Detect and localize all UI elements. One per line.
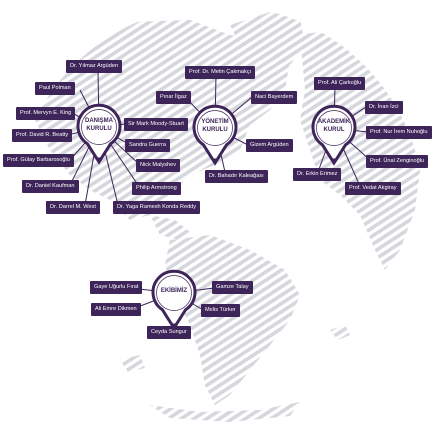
akademik-member-4[interactable]: Prof. Ünal Zenginoğlu xyxy=(366,155,429,168)
yonetim-title-line1: YÖNETİM xyxy=(201,119,229,125)
akademik-member-3[interactable]: Prof. Nur İrem Nuhoğlu xyxy=(366,126,432,139)
danisma-member-6[interactable]: Dr. Daniel Kaufman xyxy=(22,180,79,193)
danisma-member-3[interactable]: Prof. Mervyn E. King xyxy=(16,107,76,120)
yonetim-pin[interactable]: YÖNETİM KURULU xyxy=(194,108,236,152)
danisma-member-10[interactable]: Nick Malyshev xyxy=(136,159,181,172)
akademik-member-6[interactable]: Dr. Erkin Erimez xyxy=(293,168,342,181)
ekibimiz-member-2[interactable]: Gamze Talay xyxy=(212,281,253,294)
danisma-member-9[interactable]: Philip Armstrong xyxy=(132,182,181,195)
danisma-pin[interactable]: DANIŞMA KURULU xyxy=(78,107,120,151)
akademik-member-1[interactable]: Prof. Ali Çarkoğlu xyxy=(314,77,366,90)
akademik-member-2[interactable]: Dr. İnan İzci xyxy=(365,101,403,114)
danisma-title-line2: KURULU xyxy=(86,125,112,132)
yonetim-member-1[interactable]: Prof. Dr. Metin Çakmakçı xyxy=(185,66,256,79)
danisma-member-12[interactable]: Sir Mark Moody-Stuart xyxy=(124,118,188,131)
yonetim-marker-icon xyxy=(192,104,238,166)
ekibimiz-title-line1: EKİBİMİZ xyxy=(160,288,188,294)
ekibimiz-pin[interactable]: EKİBİMİZ xyxy=(153,274,195,318)
akademik-marker-icon xyxy=(311,104,357,166)
akademik-member-5[interactable]: Prof. Vedat Akgiray xyxy=(345,182,401,195)
danisma-member-1[interactable]: Dr. Yılmaz Argüden xyxy=(66,60,123,73)
danisma-marker-icon xyxy=(76,103,122,165)
akademik-title-line1: AKADEMİK xyxy=(317,119,351,125)
yonetim-member-2[interactable]: Pınar İlgaz xyxy=(156,91,191,104)
pin-markers xyxy=(76,103,357,331)
danisma-member-7[interactable]: Dr. Darrel M. West xyxy=(46,201,100,214)
yonetim-member-3[interactable]: Naci Bayerdem xyxy=(251,91,298,104)
danisma-member-5[interactable]: Prof. Gülay Barbarosoğlu xyxy=(3,154,74,167)
danisma-member-2[interactable]: Paul Polman xyxy=(35,82,75,95)
ekibimiz-marker-icon xyxy=(151,269,197,331)
danisma-member-8[interactable]: Dr. Yaga Ramesh Konda Reddy xyxy=(113,201,201,214)
danisma-member-4[interactable]: Prof. David R. Beatty xyxy=(12,129,73,142)
yonetim-title-line2: KURULU xyxy=(202,126,228,133)
ekibimiz-member-1[interactable]: Gaye Uğurlu Fırat xyxy=(90,281,143,294)
danisma-title-line1: DANIŞMA xyxy=(85,118,113,124)
danisma-member-11[interactable]: Sandra Guerra xyxy=(125,139,171,152)
ekibimiz-member-3[interactable]: Ali Emre Dikmen xyxy=(91,303,141,316)
ekibimiz-member-5[interactable]: Ceyda Sungur xyxy=(147,326,191,339)
akademik-pin[interactable]: AKADEMİK KURUL xyxy=(313,108,355,152)
akademik-title-line2: KURUL xyxy=(323,126,345,133)
yonetim-member-5[interactable]: Dr. Bahadır Kaleağası xyxy=(205,170,268,183)
yonetim-member-4[interactable]: Gizem Argüden xyxy=(246,139,293,152)
ekibimiz-member-4[interactable]: Melis Türker xyxy=(201,304,240,317)
